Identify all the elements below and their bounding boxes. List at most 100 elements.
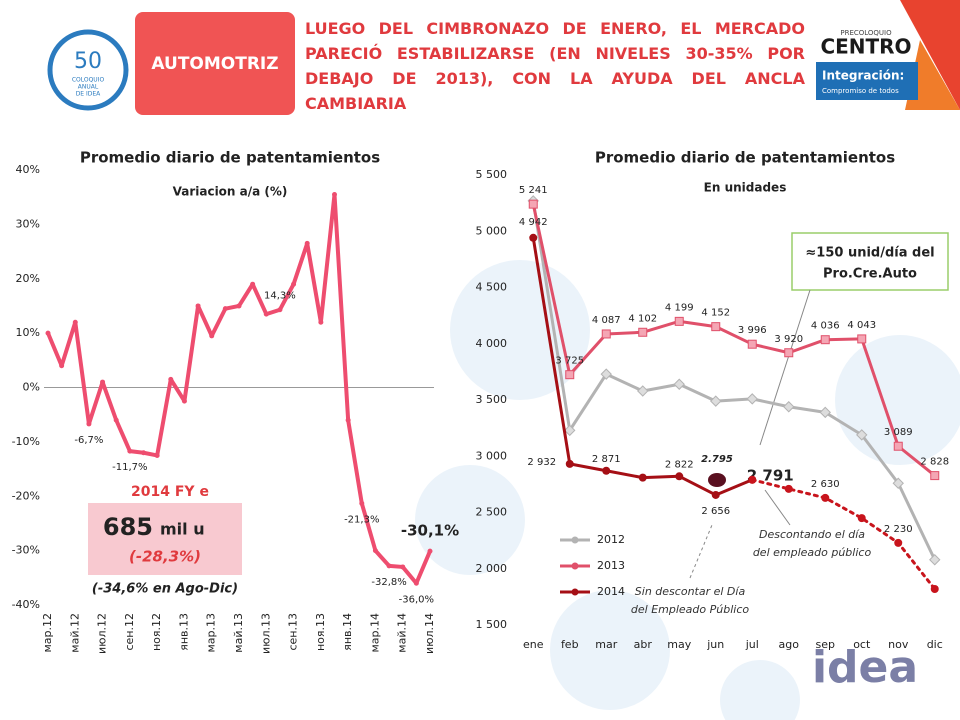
slide-title: LUEGO DEL CIMBRONAZO DE ENERO, EL MERCAD… [305,19,805,113]
chart-title: Promedio diario de patentamientos [80,149,380,167]
logo-text: PRECOLOQUIO [840,29,892,37]
marker [675,472,684,481]
marker [892,477,904,489]
annotation-box [791,232,949,291]
data-label: -30,1% [401,522,459,540]
marker [710,395,722,407]
x-tick-label: jun [706,638,724,651]
marker [141,450,146,456]
marker [748,475,757,484]
marker [674,316,684,326]
marker [784,484,793,493]
logo-right: PRECOLOQUIO CENTRO Integración: Compromi… [816,0,960,110]
marker [154,452,160,458]
data-label: 4 036 [811,321,840,332]
x-tick-label: may [667,638,691,651]
marker [856,429,868,441]
x-tick-label: abr [634,638,653,651]
arrow [759,289,811,446]
y-tick-label: 5 500 [476,168,508,181]
marker [637,385,649,397]
x-tick-label: feb [561,638,579,651]
x-tick-label: sep [816,638,835,651]
arrow [764,489,791,526]
series-line [531,202,937,478]
legend-marker [571,588,579,596]
marker [263,311,269,317]
data-label: 2 791 [747,466,794,484]
marker [783,401,795,413]
annotation: (-28,3%) [129,548,201,566]
data-label: 3 089 [884,427,913,438]
y-tick-label: 2 000 [476,562,508,575]
marker [345,417,351,423]
logo-text: Integración: [822,69,904,83]
section-badge: AUTOMOTRIZ [135,12,295,115]
marker [304,240,310,246]
x-tick-label: янв.14 [341,613,354,651]
x-tick-label: июл.12 [96,613,109,654]
marker [195,303,201,309]
x-tick-label: ноя.13 [314,613,327,651]
marker [821,493,830,502]
y-tick-label: -30% [12,544,40,557]
x-tick-label: мар.12 [41,613,54,653]
data-label: 2 656 [701,506,730,517]
x-tick-label: ene [523,638,544,651]
data-label: 2 822 [665,459,694,470]
marker [784,348,794,358]
data-label: -32,8% [371,577,406,588]
chart-title: Promedio diario de patentamientos [595,149,895,167]
marker [600,368,612,380]
legend-marker [571,536,579,544]
marker [528,199,538,209]
marker [673,378,685,390]
logo-text: 50 [74,49,102,74]
x-tick-label: mar [595,638,617,651]
y-tick-label: -40% [12,598,40,611]
marker [565,459,574,468]
x-tick-label: сен.12 [123,613,136,651]
marker [820,335,830,345]
marker [72,319,78,325]
data-label: 4 942 [519,217,548,228]
logo-text: ANUAL [78,84,99,91]
marker [291,281,297,287]
marker [100,379,106,385]
marker [565,370,575,380]
data-label: 2 630 [811,479,840,490]
data-label: 2 230 [884,524,913,535]
marker [59,363,65,369]
annotation: Descontando el día [759,528,865,541]
legend-label: 2012 [597,533,625,546]
x-tick-label: ноя.12 [150,613,163,651]
x-tick-label: jul [745,638,759,651]
y-tick-label: 5 000 [476,224,508,237]
x-tick-label: май.13 [232,613,245,653]
marker [746,393,758,405]
marker [45,330,51,336]
marker [277,307,283,313]
marker [529,233,538,242]
x-tick-label: июл.14 [423,613,436,654]
y-tick-label: 10% [16,326,40,339]
data-label: 3 996 [738,325,767,336]
x-tick-label: nov [888,638,909,651]
marker [372,548,378,554]
y-tick-label: 3 000 [476,449,508,462]
marker [711,322,721,332]
x-tick-label: сен.13 [287,613,300,651]
marker [332,191,337,197]
data-label: 4 102 [628,313,657,324]
data-label: 2 828 [920,457,949,468]
x-tick-label: май.12 [68,613,81,653]
marker [894,538,903,547]
x-tick-label: oct [853,638,871,651]
marker [113,417,119,423]
annotation: 685 [103,513,153,541]
x-tick-label: мар.14 [368,613,381,653]
annotation: del Empleado Público [631,603,749,616]
marker [318,319,324,325]
marker [386,563,392,569]
annotation: 2.795 [701,454,733,465]
